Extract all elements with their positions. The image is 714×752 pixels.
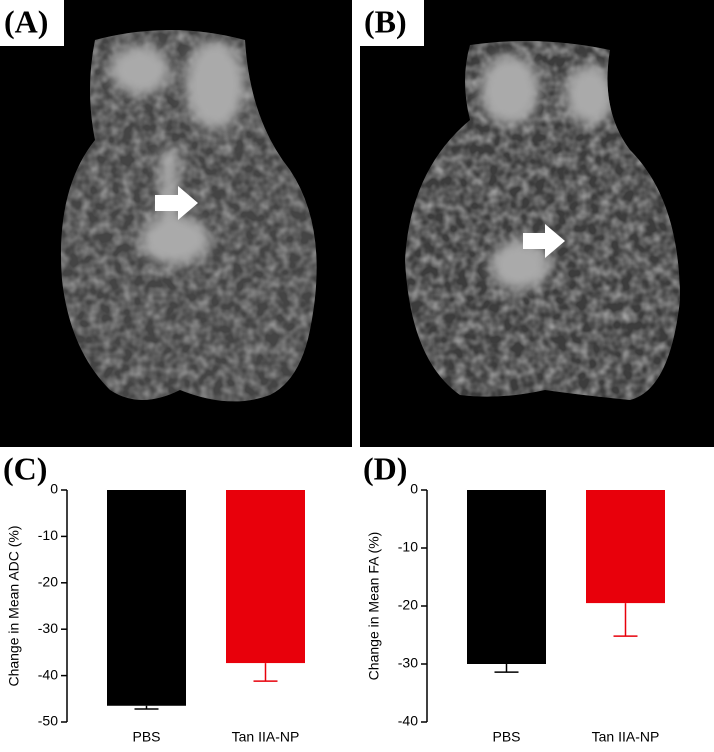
x-tick-label: PBS [492,729,520,745]
panel-label: (A) [4,3,48,39]
y-tick-label: -40 [38,666,58,682]
y-axis-label: Change in Mean FA (%) [366,532,382,681]
y-tick-label: 0 [410,481,418,497]
error-bar [253,663,278,682]
error-bar [134,705,159,710]
y-tick-label: 0 [50,481,58,497]
bar [586,490,665,604]
panel-label: (B) [364,3,407,39]
image-panel-b: (B) [360,0,714,447]
y-tick-label: -20 [398,597,418,613]
bar [467,490,546,664]
y-tick-label: -20 [38,574,58,590]
y-tick-label: -40 [398,713,418,729]
x-tick-label: Tan IIA-NP [592,729,660,745]
y-axis-label: Change in Mean ADC (%) [6,525,22,686]
y-tick-label: -30 [398,655,418,671]
panel-label-bg [360,452,422,492]
panel-label: (C) [3,450,47,486]
bar [107,490,186,706]
y-tick-label: -50 [38,713,58,729]
image-panel-a: (A) [0,0,352,447]
error-bar [494,664,519,673]
bar [226,490,305,664]
x-tick-label: PBS [132,729,160,745]
panel-label-bg [0,452,62,492]
panel-label: (D) [363,450,407,486]
y-tick-label: -10 [398,539,418,555]
error-bar [613,603,638,637]
y-tick-label: -30 [38,620,58,636]
y-tick-label: -10 [38,527,58,543]
x-tick-label: Tan IIA-NP [232,729,300,745]
